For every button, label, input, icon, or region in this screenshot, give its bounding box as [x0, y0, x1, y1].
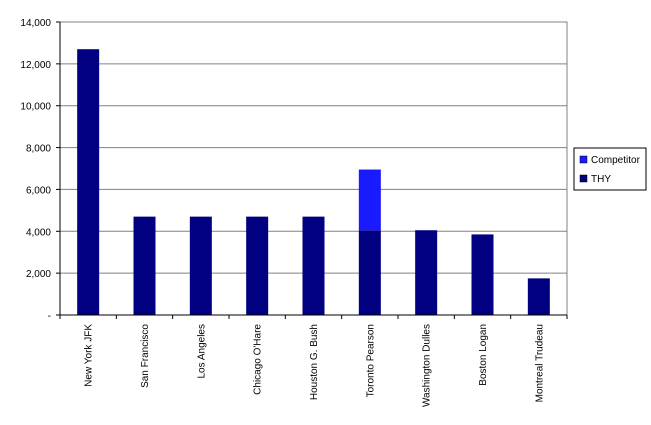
bar-competitor-5: [358, 169, 381, 231]
bar-thy-1: [133, 216, 156, 315]
bar-thy-5: [358, 230, 381, 315]
bar-thy-2: [189, 216, 212, 315]
y-tick-label: 12,000: [20, 60, 51, 71]
x-tick-label: Boston Logan: [478, 324, 489, 386]
bars: [77, 49, 550, 315]
bar-thy-4: [302, 216, 325, 315]
y-tick-label: 2,000: [26, 269, 51, 280]
y-tick-label: -: [48, 311, 51, 322]
bar-thy-6: [415, 230, 438, 315]
legend: Competitor THY: [573, 147, 647, 191]
y-tick-label: 14,000: [20, 18, 51, 29]
x-tick-label: Toronto Pearson: [365, 324, 376, 397]
legend-box: [573, 147, 647, 191]
bar-thy-8: [527, 278, 550, 315]
y-tick-label: 4,000: [26, 227, 51, 238]
x-tick-label: Los Angeles: [196, 324, 207, 379]
legend-label-thy: THY: [591, 174, 611, 185]
legend-swatch-competitor: [579, 155, 588, 164]
x-axis: New York JFK San Francisco Los Angeles Chic…: [59, 314, 568, 407]
x-tick-label: Washington Dulles: [422, 324, 433, 407]
y-axis: - 2,000 4,000 6,000 8,000 10,000 12,000 14,000: [20, 18, 61, 322]
y-tick-label: 6,000: [26, 185, 51, 196]
x-tick-label: Montreal Trudeau: [534, 324, 545, 402]
x-tick-label: Houston G. Bush: [309, 324, 320, 400]
bar-thy-3: [246, 216, 269, 315]
y-tick-label: 8,000: [26, 144, 51, 155]
y-tick-label: 10,000: [20, 102, 51, 113]
x-tick-label: San Francisco: [140, 324, 151, 388]
bar-thy-0: [77, 49, 100, 315]
bar-thy-7: [471, 234, 494, 315]
legend-swatch-thy: [579, 174, 588, 183]
x-tick-label: New York JFK: [84, 324, 95, 387]
legend-label-competitor: Competitor: [591, 155, 641, 166]
x-tick-label: Chicago O'Hare: [253, 324, 264, 395]
